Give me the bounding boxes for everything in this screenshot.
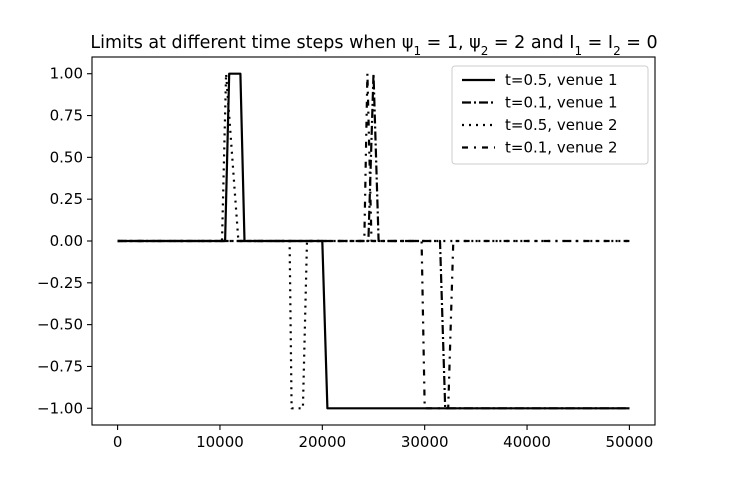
legend-label: t=0.5, venue 2 xyxy=(505,116,618,134)
y-tick-label: 0.50 xyxy=(50,148,83,166)
x-tick-label: 50000 xyxy=(606,433,654,451)
legend-label: t=0.1, venue 1 xyxy=(505,94,618,112)
x-tick-label: 20000 xyxy=(298,433,346,451)
y-tick-label: 0.75 xyxy=(50,107,83,125)
y-tick-label: −0.25 xyxy=(37,274,83,292)
legend-box xyxy=(451,65,649,165)
x-tick-label: 0 xyxy=(113,433,123,451)
x-tick-label: 30000 xyxy=(401,433,449,451)
y-tick-label: −0.50 xyxy=(37,316,83,334)
series-line-1 xyxy=(117,72,630,410)
y-tick-label: 0.00 xyxy=(50,232,83,250)
y-tick-label: −0.75 xyxy=(37,357,83,375)
plot-series xyxy=(117,72,630,410)
x-tick-label: 40000 xyxy=(503,433,551,451)
x-axis: 0 10000 20000 30000 40000 50000 xyxy=(113,425,653,451)
series-line-4 xyxy=(117,72,630,410)
series-line-2 xyxy=(117,72,630,410)
legend-label: t=0.5, venue 1 xyxy=(505,71,618,89)
y-tick-label: −1.00 xyxy=(37,399,83,417)
y-tick-label: 0.25 xyxy=(50,190,83,208)
legend: t=0.5, venue 1 t=0.1, venue 1 t=0.5, venue… xyxy=(451,65,649,165)
y-axis: 1.00 0.75 0.50 0.25 0.00 −0.25 −0.50 −0.75 −1.00 xyxy=(37,65,92,417)
y-tick-label: 1.00 xyxy=(50,65,83,83)
chart-title: Limits at different time steps when ψ1 =… xyxy=(90,33,657,58)
legend-label: t=0.1, venue 2 xyxy=(505,139,618,157)
x-tick-label: 10000 xyxy=(196,433,244,451)
